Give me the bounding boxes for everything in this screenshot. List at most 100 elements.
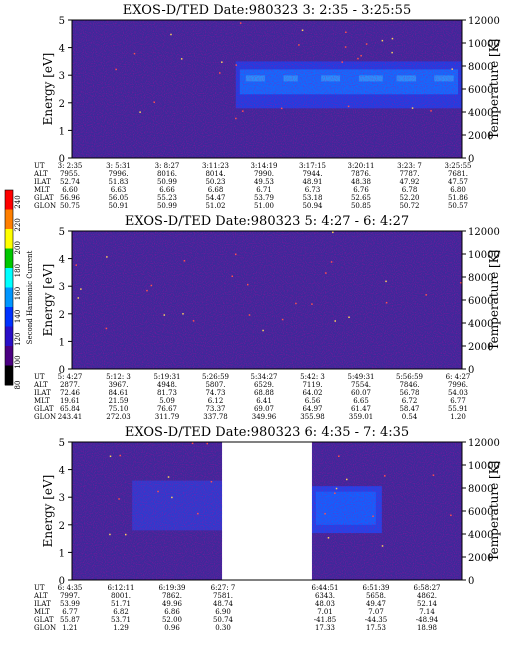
chart2-table-cell: 5.09	[159, 397, 175, 405]
chart1-table-cell: 7681.	[448, 170, 468, 178]
chart2-speck	[231, 275, 233, 278]
chart2-table-cell: 7554.	[351, 381, 371, 389]
chart1-table-row-label: ALT	[33, 170, 48, 178]
chart3-speck	[450, 514, 452, 517]
chart3-ytick-label: 1	[59, 548, 65, 559]
chart2: EXOS-D/TED Date:980323 5: 4:27 - 6: 4:27…	[33, 214, 501, 421]
chart1-ytick-label: 4	[59, 44, 65, 55]
chart1-speck	[391, 37, 394, 40]
chart2-y2tick-label: 10000	[468, 250, 500, 261]
chart3-table-cell: 53.71	[111, 616, 131, 624]
chart2-table-row-label: GLON	[34, 413, 56, 421]
chart3-table-cell: 8001.	[111, 592, 131, 600]
chart3-table-cell: 55.87	[60, 616, 80, 624]
chart1-ytick-label: 5	[59, 16, 65, 27]
chart3-speck	[346, 478, 348, 481]
chart1-table-cell: 48.38	[351, 178, 371, 186]
chart1-table-cell: 6.63	[111, 186, 127, 194]
chart2-table-cell: 7846.	[399, 381, 419, 389]
chart3-ytick-label: 5	[59, 438, 65, 449]
chart2-speck	[248, 314, 251, 316]
chart2-table-cell: 60.07	[351, 389, 371, 397]
chart3-y2tick-label: 8000	[468, 484, 493, 495]
chart2-table-cell: 68.88	[254, 389, 274, 397]
chart2-speck	[106, 256, 108, 258]
chart3-title: EXOS-D/TED Date:980323 6: 4:35 - 7: 4:35	[125, 425, 409, 440]
chart1-table-cell: 3:14:19	[251, 162, 278, 170]
colorbar-tick-label: 100	[14, 355, 22, 368]
chart1-y2tick-label: 4000	[468, 108, 493, 119]
chart1-table-cell: 6.73	[305, 186, 321, 194]
chart2-table-cell: 54.03	[448, 389, 468, 397]
chart1-table-cell: 51.83	[108, 178, 128, 186]
chart2-table-cell: 61.47	[351, 405, 371, 413]
chart2-table-cell: 58.47	[399, 405, 419, 413]
chart3-table-cell: 7.01	[317, 608, 333, 616]
chart1-table-cell: 47.57	[448, 178, 468, 186]
colorbar-tick-label: 220	[14, 218, 22, 231]
chart1-table-cell: 6.66	[159, 186, 175, 194]
chart3-table-row-label: ALT	[33, 592, 48, 600]
chart3-table-cell: -41.85	[314, 616, 336, 624]
chart1-table-cell: 3:17:15	[299, 162, 326, 170]
chart1-table-row-label: ILAT	[34, 178, 51, 186]
chart3-speck	[124, 533, 127, 536]
chart1-speck	[391, 51, 393, 54]
chart3-y2label: Temperature [K]	[487, 461, 501, 562]
chart3-table-cell: 6:27: 7	[211, 584, 236, 592]
chart2-y2tick-label: 12000	[468, 227, 500, 238]
chart1-table-cell: 56.05	[108, 194, 128, 202]
chart3-y2tick-label: 4000	[468, 530, 493, 541]
chart1-ytick-label: 1	[59, 126, 65, 137]
colorbar-tick-label: 160	[14, 287, 22, 300]
chart2-table-cell: 21.59	[108, 397, 128, 405]
chart1-table-cell: 3: 5:31	[106, 162, 131, 170]
chart1-y2tick-label: 0	[468, 154, 474, 165]
chart1-speck	[115, 68, 117, 71]
chart2-y2tick-label: 6000	[468, 296, 493, 307]
chart2-table-cell: 5: 4:27	[58, 373, 83, 381]
chart2-table-cell: 2877.	[60, 381, 80, 389]
chart1-ytick-label: 3	[59, 71, 65, 82]
chart3-table-cell: 7581.	[213, 592, 233, 600]
chart1-table-cell: 50.85	[351, 202, 371, 210]
chart3-table-cell: 6343.	[315, 592, 335, 600]
chart1-table-cell: 52.65	[351, 194, 371, 202]
chart3-table-cell: 49.47	[366, 600, 386, 608]
chart3-table-cell: 48.03	[315, 600, 335, 608]
chart2-table-cell: 355.98	[300, 413, 325, 421]
chart3-speck	[384, 475, 386, 477]
chart3-table-cell: 6: 4:35	[58, 584, 83, 592]
chart2-table-cell: 6.12	[208, 397, 224, 405]
colorbar-segment	[5, 268, 13, 288]
chart2-speck	[334, 320, 336, 322]
chart2-table-cell: 7119.	[302, 381, 322, 389]
chart2-speck	[150, 284, 153, 287]
chart1-table-row-label: UT	[34, 162, 45, 170]
chart1-table-cell: 48.91	[302, 178, 322, 186]
chart1-speck	[280, 107, 283, 110]
chart1-y2tick-label: 6000	[468, 85, 493, 96]
chart1-table-cell: 3:11:23	[202, 162, 229, 170]
chart2-table-cell: 6529.	[254, 381, 274, 389]
chart2-table-cell: 1.20	[450, 413, 466, 421]
chart2-speck	[325, 272, 327, 274]
chart3-table-row-label: ILAT	[34, 600, 51, 608]
chart3-table-cell: 7997.	[60, 592, 80, 600]
chart2-y2tick-label: 0	[468, 365, 474, 376]
chart1-speck	[451, 68, 453, 70]
chart1-table-cell: 50.99	[157, 202, 177, 210]
chart3-ylabel: Energy [eV]	[41, 475, 55, 548]
chart3-table-row-label: MLT	[34, 608, 50, 616]
chart2-noise	[72, 231, 462, 369]
chart2-ytick-label: 4	[59, 255, 65, 266]
chart3-speck	[191, 442, 194, 445]
colorbar-tick-label: 240	[14, 195, 22, 208]
chart3-speck	[119, 454, 121, 457]
chart1-table-cell: 50.23	[205, 178, 225, 186]
chart2-speck	[425, 294, 427, 296]
chart2-table-cell: 74.73	[205, 389, 225, 397]
chart2-speck	[182, 313, 184, 315]
chart1-speck	[221, 61, 223, 63]
chart1-table-cell: 3:20:11	[348, 162, 375, 170]
